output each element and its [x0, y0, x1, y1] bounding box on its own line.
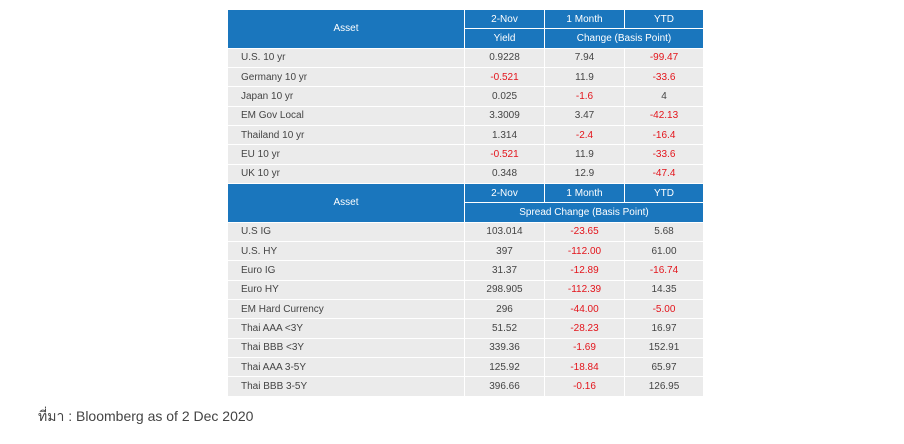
value-cell: -0.521	[465, 145, 544, 164]
value-cell: 14.35	[625, 280, 703, 299]
value-cell: -18.84	[545, 357, 624, 377]
value-cell: -47.4	[625, 164, 703, 183]
value-cell: 12.9	[545, 164, 624, 183]
value-cell: 103.014	[465, 222, 544, 241]
row-label: U.S. HY	[228, 241, 464, 261]
row-label: EM Hard Currency	[228, 299, 464, 319]
value-cell: 0.9228	[465, 48, 544, 67]
value-cell: 152.91	[625, 338, 703, 357]
value-cell: -99.47	[625, 48, 703, 67]
value-cell: -33.6	[625, 145, 703, 164]
header-cell: Spread Change (Basis Point)	[465, 203, 703, 222]
value-cell: 3.3009	[465, 106, 544, 125]
row-label: Germany 10 yr	[228, 67, 464, 87]
value-cell: 51.52	[465, 319, 544, 338]
value-cell: 16.97	[625, 319, 703, 338]
header-cell: 1 Month	[545, 10, 624, 29]
value-cell: 339.36	[465, 338, 544, 357]
header-cell: 1 Month	[545, 183, 624, 203]
value-cell: 4	[625, 87, 703, 106]
value-cell: 61.00	[625, 241, 703, 261]
value-cell: 65.97	[625, 357, 703, 377]
header-cell: 2-Nov	[465, 10, 544, 29]
value-cell: 125.92	[465, 357, 544, 377]
value-cell: 3.47	[545, 106, 624, 125]
value-cell: -42.13	[625, 106, 703, 125]
value-cell: -2.4	[545, 125, 624, 145]
value-cell: -112.00	[545, 241, 624, 261]
value-cell: -1.6	[545, 87, 624, 106]
header-cell: YTD	[625, 183, 703, 203]
row-label: Euro HY	[228, 280, 464, 299]
value-cell: 7.94	[545, 48, 624, 67]
value-cell: -28.23	[545, 319, 624, 338]
row-label: Japan 10 yr	[228, 87, 464, 106]
value-cell: 397	[465, 241, 544, 261]
row-label: U.S. 10 yr	[228, 48, 464, 67]
value-cell: -112.39	[545, 280, 624, 299]
header-cell: 2-Nov	[465, 183, 544, 203]
value-cell: 296	[465, 299, 544, 319]
header-cell: Asset	[228, 183, 464, 222]
value-cell: -16.4	[625, 125, 703, 145]
header-cell: YTD	[625, 10, 703, 29]
row-label: UK 10 yr	[228, 164, 464, 183]
row-label: Thai AAA 3-5Y	[228, 357, 464, 377]
value-cell: -44.00	[545, 299, 624, 319]
value-cell: -0.16	[545, 377, 624, 396]
value-cell: 11.9	[545, 145, 624, 164]
value-cell: -23.65	[545, 222, 624, 241]
value-cell: 126.95	[625, 377, 703, 396]
header-cell: Yield	[465, 29, 544, 48]
row-label: Thai AAA <3Y	[228, 319, 464, 338]
value-cell: 0.348	[465, 164, 544, 183]
value-cell: 11.9	[545, 67, 624, 87]
value-cell: 31.37	[465, 261, 544, 280]
value-cell: -16.74	[625, 261, 703, 280]
header-cell: Asset	[228, 10, 464, 48]
row-label: Thai BBB 3-5Y	[228, 377, 464, 396]
value-cell: -33.6	[625, 67, 703, 87]
row-label: EU 10 yr	[228, 145, 464, 164]
value-cell: 1.314	[465, 125, 544, 145]
value-cell: -12.89	[545, 261, 624, 280]
value-cell: 5.68	[625, 222, 703, 241]
source-note: ที่มา : Bloomberg as of 2 Dec 2020	[38, 408, 254, 424]
value-cell: -0.521	[465, 67, 544, 87]
value-cell: 0.025	[465, 87, 544, 106]
row-label: Euro IG	[228, 261, 464, 280]
value-cell: -1.69	[545, 338, 624, 357]
row-label: Thailand 10 yr	[228, 125, 464, 145]
header-cell: Change (Basis Point)	[545, 29, 703, 48]
value-cell: 298.905	[465, 280, 544, 299]
row-label: Thai BBB <3Y	[228, 338, 464, 357]
value-cell: -5.00	[625, 299, 703, 319]
row-label: EM Gov Local	[228, 106, 464, 125]
row-label: U.S IG	[228, 222, 464, 241]
value-cell: 396.66	[465, 377, 544, 396]
